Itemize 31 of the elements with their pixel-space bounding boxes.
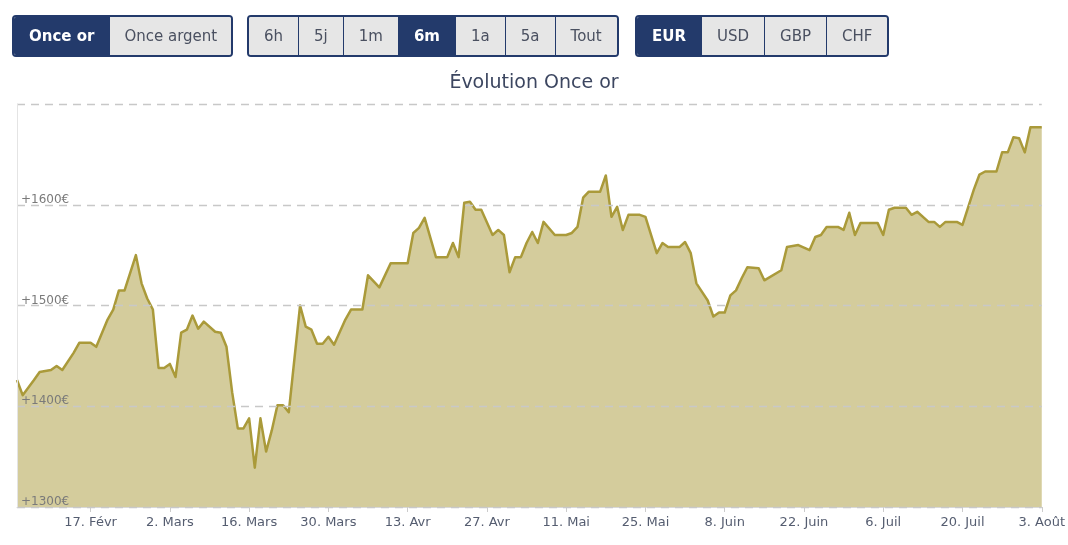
x-tick-label: 13. Avr (384, 514, 432, 529)
x-tick-label: 16. Mars (221, 514, 278, 529)
text: Once or (14, 17, 110, 55)
y-tick-label: +1500€ (21, 292, 70, 307)
y-tick-label: +1300€ (21, 494, 70, 508)
text: 1a (455, 17, 505, 55)
x-tick-label: 27. Avr (463, 514, 511, 529)
x-tick-label: 11. Mai (542, 514, 590, 529)
x-tick-label: 22. Juin (779, 514, 829, 529)
x-tick-label: 8. Juin (704, 514, 745, 529)
text: 5j (298, 17, 343, 55)
x-tick-label: 25. Mai (621, 514, 670, 529)
x-tick-label: 17. Févr (64, 514, 118, 529)
text: EUR (637, 17, 701, 55)
x-tick-label: 30. Mars (300, 514, 357, 529)
text: 6m (397, 17, 456, 55)
text: 5a (504, 17, 555, 55)
text: GBP (764, 17, 827, 55)
text: 6h (249, 17, 299, 55)
text: Once argent (109, 17, 232, 55)
text: USD (700, 17, 765, 55)
x-tick-label: 3. Août (1018, 514, 1065, 529)
text: CHF (826, 17, 888, 55)
x-tick-label: 20. Juil (940, 514, 985, 529)
y-tick-label: +1600€ (21, 191, 70, 206)
x-tick-label: 2. Mars (145, 514, 195, 529)
chart-title: Évolution Once or (449, 69, 619, 92)
text: 1m (342, 17, 398, 55)
y-tick-label: +1400€ (21, 393, 70, 408)
x-tick-label: 6. Juil (865, 514, 902, 529)
text: Tout (554, 17, 617, 55)
